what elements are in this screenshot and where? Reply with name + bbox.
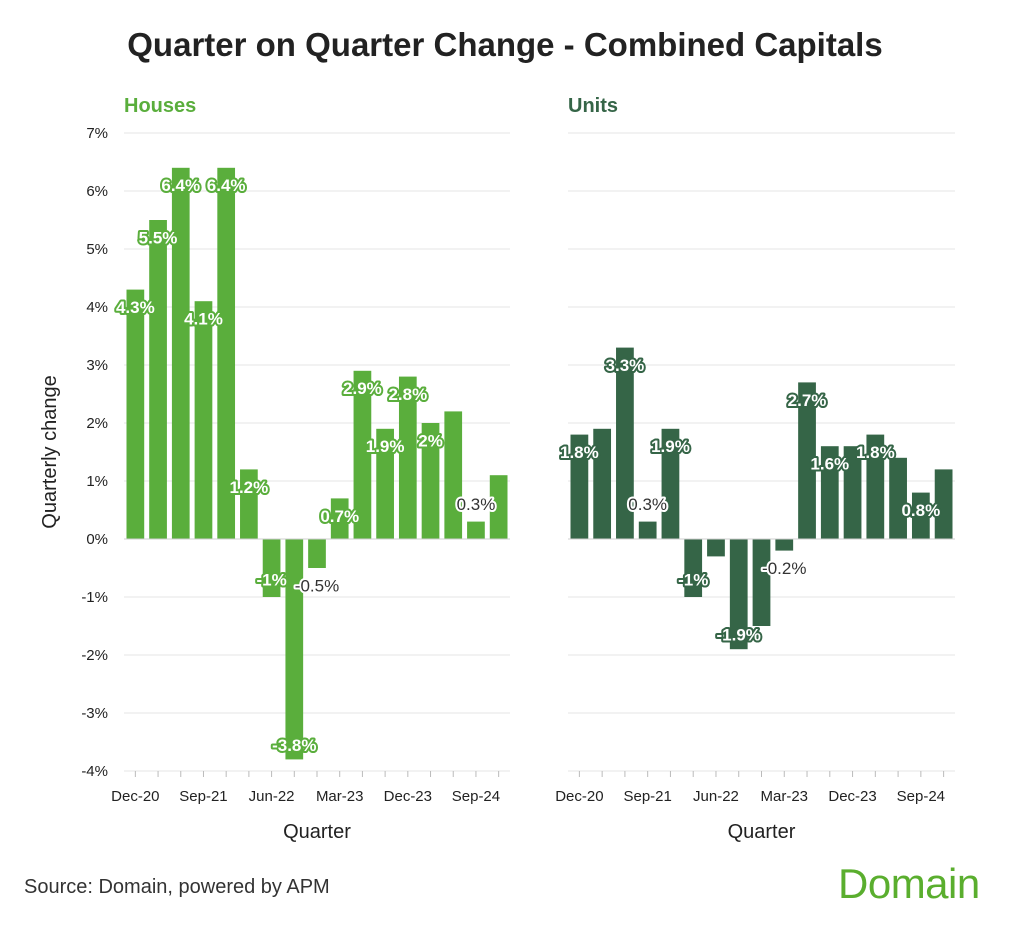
y-tick-label: 5% xyxy=(86,241,108,258)
y-tick-label: -4% xyxy=(81,763,108,780)
x-tick-label: Mar-23 xyxy=(761,788,809,805)
bar xyxy=(911,492,930,539)
data-label: -3.8% xyxy=(272,736,316,755)
y-tick-label: 3% xyxy=(86,357,108,374)
houses-panel: 7% 6% 5% 4% 3% 2% 1% 0% -1% -2% -3% -4% Quarterly ch… xyxy=(39,95,510,843)
y-tick-label: -3% xyxy=(81,705,108,722)
bar xyxy=(376,428,394,539)
bar xyxy=(171,167,190,540)
data-label: 1.9% xyxy=(366,437,405,456)
bar xyxy=(398,376,417,539)
bar xyxy=(843,446,862,539)
y-tick-label: -2% xyxy=(81,647,108,664)
data-label: 0.7% xyxy=(320,507,359,526)
data-label: -1.9% xyxy=(717,626,761,645)
data-label: -1% xyxy=(678,571,708,590)
bar xyxy=(330,498,349,539)
x-axis-title: Quarter xyxy=(728,821,796,843)
data-label: 2% xyxy=(418,431,443,450)
bar xyxy=(262,539,281,597)
bar xyxy=(217,167,236,540)
units-panel: Units Dec-20 Sep-21 Jun-22 Mar-23 Dec-23 Sep-2… xyxy=(555,95,955,843)
bar xyxy=(661,428,680,539)
bar xyxy=(308,539,326,568)
bar xyxy=(616,347,634,539)
y-tick-label: 7% xyxy=(86,125,108,142)
y-tick-label: 1% xyxy=(86,473,108,490)
data-label: -0.2% xyxy=(762,559,806,578)
bar xyxy=(707,539,725,557)
y-tick-label: -1% xyxy=(81,589,108,606)
y-tick-label: 2% xyxy=(86,415,108,432)
bar xyxy=(126,289,145,539)
data-label: 0.3% xyxy=(628,495,667,514)
data-label: 6.4% xyxy=(207,176,246,195)
data-label: 4.1% xyxy=(184,310,223,329)
bar xyxy=(240,469,258,539)
data-label: 1.6% xyxy=(810,455,849,474)
x-axis-title: Quarter xyxy=(283,821,351,843)
x-tick-label: Sep-21 xyxy=(179,788,227,805)
x-tick-label: Jun-22 xyxy=(249,788,295,805)
x-tick-label: Dec-20 xyxy=(111,788,159,805)
bar xyxy=(467,521,485,539)
bar xyxy=(593,428,612,539)
bar xyxy=(570,434,589,539)
domain-logo: Domain xyxy=(838,860,980,907)
data-label: 6.4% xyxy=(161,176,200,195)
data-label: 4.3% xyxy=(116,298,155,317)
bar xyxy=(889,457,907,539)
y-tick-label: 4% xyxy=(86,299,108,316)
bar xyxy=(421,423,440,539)
bar xyxy=(752,539,771,626)
data-label: 1.2% xyxy=(230,478,269,497)
data-label: 5.5% xyxy=(139,228,178,247)
data-label: 2.9% xyxy=(343,379,382,398)
bar xyxy=(285,539,304,760)
bar xyxy=(638,521,657,539)
bar xyxy=(353,370,372,539)
bar xyxy=(149,220,167,539)
bar xyxy=(729,539,748,650)
bar xyxy=(775,539,794,551)
data-label: 1.8% xyxy=(560,443,599,462)
bar xyxy=(934,469,953,539)
bar xyxy=(798,382,816,539)
bar xyxy=(866,434,885,539)
data-label: 0.3% xyxy=(457,495,496,514)
y-tick-label: 6% xyxy=(86,183,108,200)
panel-title: Units xyxy=(568,95,618,117)
data-label: 2.7% xyxy=(788,391,827,410)
x-tick-label: Sep-24 xyxy=(897,788,945,805)
x-tick-label: Mar-23 xyxy=(316,788,364,805)
y-tick-label: 0% xyxy=(86,531,108,548)
panel-title: Houses xyxy=(124,95,196,117)
bar xyxy=(684,539,703,597)
x-tick-label: Sep-24 xyxy=(452,788,500,805)
x-tick-label: Dec-20 xyxy=(555,788,603,805)
data-label: 2.8% xyxy=(388,385,427,404)
data-label: 0.8% xyxy=(901,501,940,520)
data-label: 1.8% xyxy=(856,443,895,462)
page-title: Quarter on Quarter Change - Combined Cap… xyxy=(127,26,883,63)
bar xyxy=(820,446,839,539)
data-label: 3.3% xyxy=(606,356,645,375)
x-tick-label: Dec-23 xyxy=(828,788,876,805)
x-tick-label: Jun-22 xyxy=(693,788,739,805)
bar xyxy=(194,301,213,539)
source-note: Source: Domain, powered by APM xyxy=(24,876,330,898)
bar xyxy=(444,411,463,539)
y-axis-title: Quarterly change xyxy=(39,375,61,528)
data-label: -0.5% xyxy=(295,576,339,595)
bar xyxy=(489,475,508,539)
data-label: 1.9% xyxy=(651,437,690,456)
data-label: -1% xyxy=(256,571,286,590)
x-tick-label: Sep-21 xyxy=(623,788,671,805)
x-tick-label: Dec-23 xyxy=(384,788,432,805)
